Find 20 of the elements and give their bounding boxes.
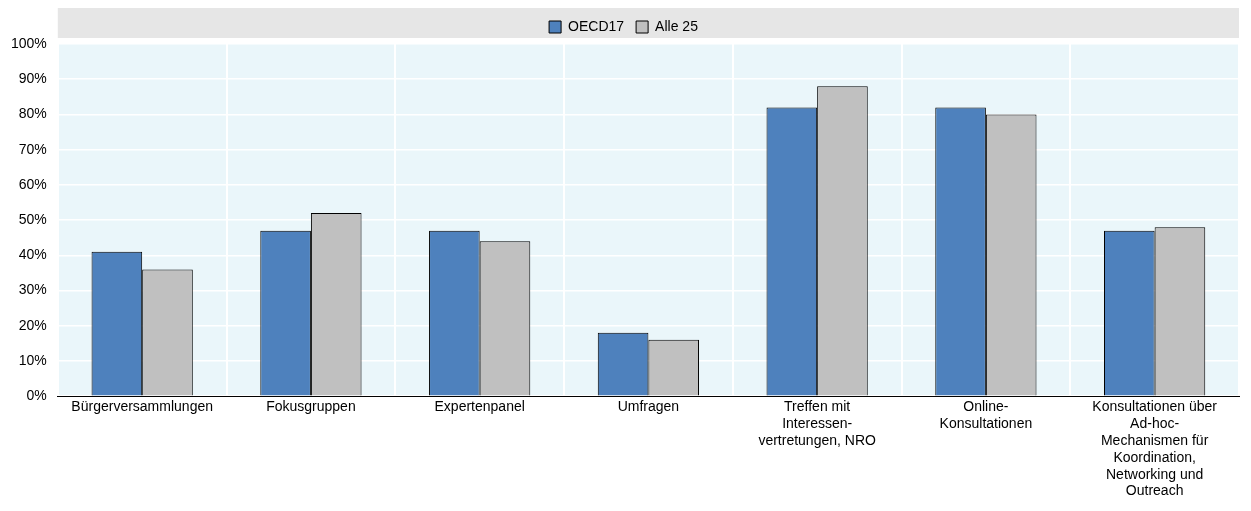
y-tick-label: 40% <box>18 246 47 263</box>
y-tick-label: 90% <box>18 70 47 87</box>
x-tick-label: Fokusgruppen <box>266 398 356 415</box>
y-tick-label: 80% <box>18 105 47 122</box>
y-tick-label: 30% <box>18 281 47 298</box>
y-tick-label: 0% <box>26 387 47 404</box>
y-tick-label: 100% <box>10 34 47 51</box>
x-tick-label: Bürgerversammlungen <box>71 398 213 415</box>
legend-label: OECD17 <box>568 17 625 34</box>
y-tick-label: 10% <box>18 351 47 368</box>
x-tick-label: Umfragen <box>617 398 680 415</box>
x-tick-label: Online-Konsultationen <box>939 398 1033 432</box>
x-tick-label: Expertenpanel <box>434 398 525 415</box>
x-tick-label: Treffen mit Interessen-vertretungen, NRO <box>758 398 876 449</box>
legend-label: Alle 25 <box>655 17 699 34</box>
y-tick-label: 70% <box>18 140 47 157</box>
y-tick-label: 20% <box>18 316 47 333</box>
x-tick-label: Konsultationen über Ad-hoc-Mechanismen für Koordination, Networking und Outreach <box>1092 398 1218 499</box>
y-tick-label: 50% <box>18 210 47 227</box>
y-tick-label: 60% <box>18 175 47 192</box>
